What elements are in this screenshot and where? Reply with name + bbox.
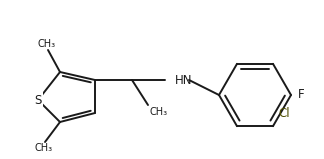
- Text: CH₃: CH₃: [35, 143, 53, 153]
- Text: Cl: Cl: [278, 107, 290, 120]
- Text: HN: HN: [175, 73, 192, 86]
- Text: CH₃: CH₃: [38, 39, 56, 49]
- Text: S: S: [34, 93, 42, 107]
- Text: F: F: [298, 89, 305, 101]
- Text: CH₃: CH₃: [150, 107, 168, 117]
